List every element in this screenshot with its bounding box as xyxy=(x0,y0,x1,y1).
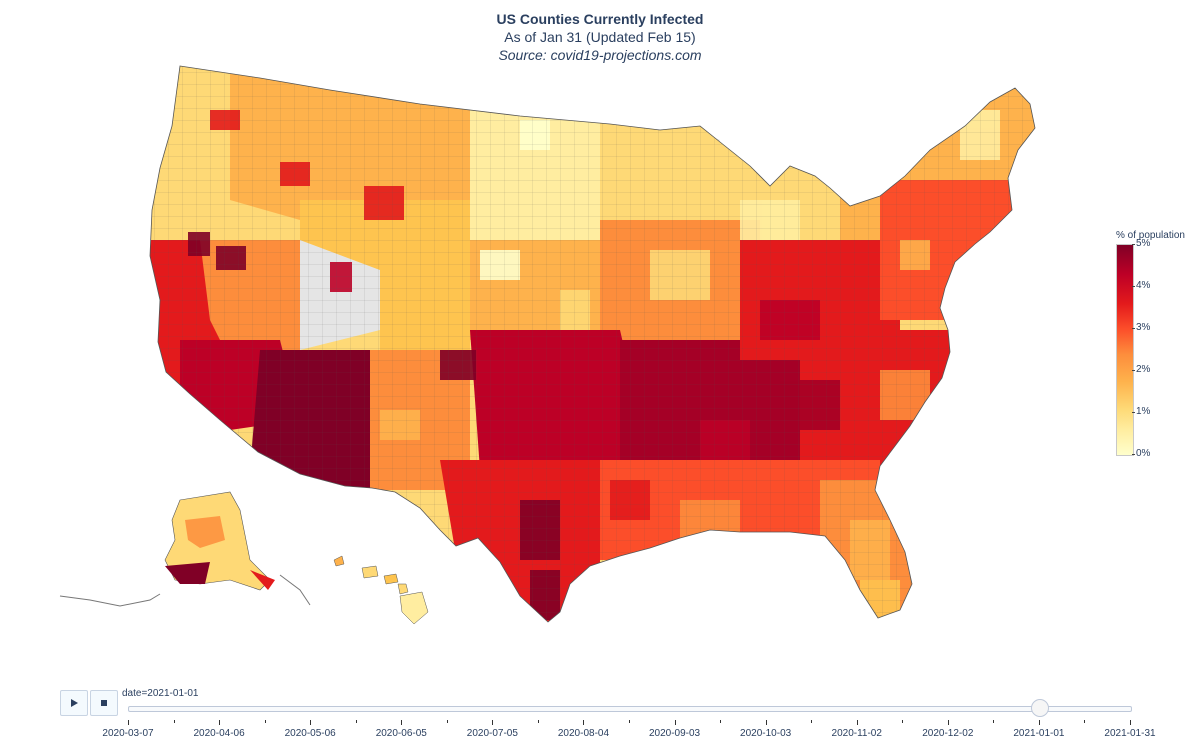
slider-date-label[interactable]: 2020-06-05 xyxy=(375,728,427,739)
slider-minor-tick xyxy=(811,720,813,723)
slider-minor-tick xyxy=(446,720,448,723)
chart-source: Source: covid19-projections.com xyxy=(498,47,702,63)
slider-date-label[interactable]: 2021-01-01 xyxy=(1013,728,1065,739)
stop-icon xyxy=(101,700,107,706)
slider-minor-tick xyxy=(629,720,630,723)
slider-minor-tick xyxy=(355,720,357,723)
slider-minor-tick xyxy=(173,720,175,723)
slider-minor-tick xyxy=(264,720,266,723)
slider-date-label[interactable]: 2020-04-06 xyxy=(193,728,245,739)
slider-date-label[interactable]: 2020-07-05 xyxy=(466,728,518,739)
slider-minor-tick xyxy=(1084,720,1086,723)
stop-button[interactable] xyxy=(90,690,118,716)
slider-minor-tick xyxy=(993,720,995,723)
slider-date-label[interactable]: 2020-10-03 xyxy=(740,728,792,739)
slider-tick-mark xyxy=(674,720,676,725)
slider-tick-mark xyxy=(128,720,129,725)
slider-tick-mark xyxy=(765,720,767,725)
colorbar-tick: 2% xyxy=(1136,364,1151,375)
date-slider-track[interactable] xyxy=(128,706,1132,712)
date-slider-handle[interactable] xyxy=(1030,699,1049,717)
colorbar-tick: 1% xyxy=(1136,406,1151,417)
chart-title-block: US Counties Currently Infected As of Jan… xyxy=(0,10,1200,64)
colorbar-tick: 4% xyxy=(1136,280,1151,291)
colorbar-tick: 5% xyxy=(1136,238,1151,249)
play-icon xyxy=(71,699,78,707)
chart-subtitle: As of Jan 31 (Updated Feb 15) xyxy=(504,29,696,45)
slider-tick-mark xyxy=(856,720,858,725)
slider-date-label[interactable]: 2021-01-31 xyxy=(1104,728,1156,739)
slider-tick-mark xyxy=(492,720,494,725)
slider-date-label[interactable]: 2020-12-02 xyxy=(922,728,974,739)
slider-date-label[interactable]: 2020-08-04 xyxy=(557,728,610,739)
chart-title: US Counties Currently Infected xyxy=(496,11,704,27)
slider-date-label[interactable]: 2020-11-02 xyxy=(831,728,882,739)
animation-controls: date=2021-01-01 2020-03-07 2020-04-06 2020… xyxy=(60,688,1160,748)
colorbar-legend: % of population 5% 4% 3% 2% 1% 0% xyxy=(1110,226,1200,466)
colorbar-tick: 0% xyxy=(1136,448,1151,459)
slider-tick-mark xyxy=(310,720,312,725)
slider-minor-tick xyxy=(720,720,722,723)
colorbar-tick: 3% xyxy=(1136,322,1151,333)
colorbar-title: % of population xyxy=(1116,230,1185,241)
contiguous-us xyxy=(150,66,1035,622)
slider-date-label[interactable]: 2020-09-03 xyxy=(648,728,701,739)
slider-tick-mark xyxy=(583,720,585,725)
slider-tick-mark xyxy=(1038,720,1040,725)
slider-tick-mark xyxy=(1130,720,1131,725)
slider-tick-mark xyxy=(947,720,949,725)
slider-current-value: date=2021-01-01 xyxy=(122,688,199,699)
slider-minor-tick xyxy=(902,720,904,723)
alaska[interactable] xyxy=(59,491,311,607)
hawaii[interactable] xyxy=(333,555,429,625)
play-button[interactable] xyxy=(60,690,88,716)
slider-date-label[interactable]: 2020-03-07 xyxy=(102,728,154,739)
slider-minor-tick xyxy=(537,720,539,723)
colorbar-gradient xyxy=(1116,244,1134,456)
slider-tick-mark xyxy=(219,720,221,725)
slider-tick-mark xyxy=(401,720,403,725)
slider-date-label[interactable]: 2020-05-06 xyxy=(284,728,336,739)
